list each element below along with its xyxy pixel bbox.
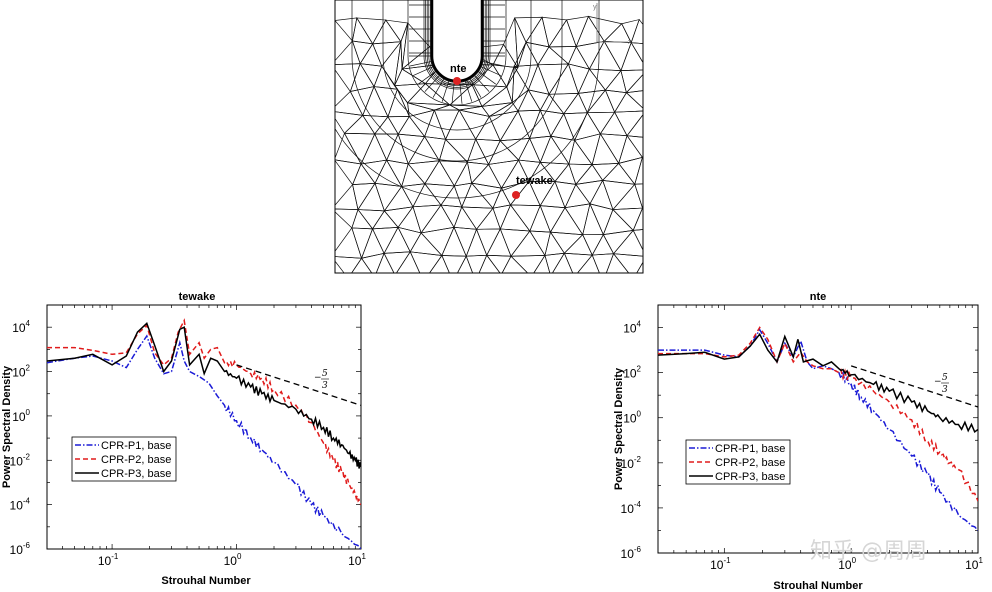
probe-point-tewake — [512, 191, 520, 199]
legend-label-p2: CPR-P2, base — [715, 457, 785, 469]
chart-title: tewake — [179, 291, 216, 303]
mesh-edge — [423, 0, 491, 90]
y-tick-label: 104 — [623, 320, 641, 336]
y-tick-label: 10-6 — [10, 541, 31, 557]
svg-text:−: − — [314, 373, 322, 383]
svg-text:−: − — [934, 377, 942, 387]
x-tick-label: 100 — [224, 552, 242, 568]
legend-label-p1: CPR-P1, base — [715, 443, 785, 455]
chart-title: nte — [810, 291, 827, 303]
y-tick-label: 102 — [623, 365, 641, 381]
x-axis-label: Strouhal Number — [773, 580, 863, 592]
y-tick-label: 102 — [12, 364, 30, 380]
plot-frame — [46, 304, 362, 550]
y-tick-label: 10-4 — [10, 497, 31, 513]
legend-label-p2: CPR-P2, base — [101, 454, 171, 466]
legend-label-p3: CPR-P3, base — [101, 468, 171, 480]
legend: CPR-P1, base CPR-P2, base CPR-P3, base — [685, 439, 791, 485]
mesh-edge — [441, 79, 450, 102]
y-tick-label: 10-4 — [621, 500, 642, 516]
triad-y-label: y — [593, 4, 597, 11]
mesh-edge — [432, 77, 445, 98]
legend-label-p3: CPR-P3, base — [715, 471, 785, 483]
mesh-frame — [334, 0, 644, 274]
y-tick-label: 100 — [12, 408, 30, 424]
series-line-1 — [47, 334, 361, 549]
mesh-edge — [625, 73, 643, 94]
mesh-grid — [335, 0, 643, 273]
mesh-edge — [407, 0, 507, 106]
series-group — [47, 318, 362, 549]
series-line-2 — [47, 318, 361, 506]
y-tick-label: 100 — [623, 410, 641, 426]
slope-denominator: 3 — [322, 381, 328, 391]
mesh-edge — [424, 74, 441, 92]
y-axis-label: Power Spectral Density — [613, 367, 625, 490]
probe-label-nte: nte — [450, 63, 467, 75]
x-tick-label: 101 — [348, 552, 366, 568]
mesh-edge — [481, 60, 505, 67]
x-tick-label: 10-1 — [710, 556, 731, 572]
y-axis-label: Power Spectral Density — [1, 365, 13, 488]
axis-ticks — [46, 304, 362, 550]
slope-numerator: 5 — [322, 369, 328, 379]
series-line-2 — [658, 326, 978, 502]
slope-annotation: − 5 3 — [314, 369, 329, 391]
plot-frame — [657, 304, 979, 554]
y-tick-label: 10-6 — [621, 545, 642, 561]
mesh-edge — [636, 261, 643, 273]
reference-slope-line — [850, 365, 979, 408]
x-axis-label: Strouhal Number — [161, 575, 251, 587]
series-line-3 — [658, 332, 978, 434]
mesh-edge — [413, 65, 435, 76]
reference-slope-line — [236, 364, 362, 406]
probe-point-nte — [453, 77, 461, 85]
slope-annotation: − 5 3 — [934, 373, 949, 395]
triad-x-label: x — [628, 39, 632, 46]
mesh-edge — [479, 65, 501, 76]
mesh-edge — [464, 79, 473, 102]
x-tick-label: 101 — [965, 556, 983, 572]
mesh-edge — [451, 80, 455, 104]
series-line-3 — [47, 321, 361, 469]
mesh-panel: y x nte tewake — [334, 0, 644, 274]
slope-denominator: 3 — [942, 385, 948, 395]
watermark: 知乎 @周周 — [810, 539, 927, 564]
probe-label-tewake: tewake — [516, 175, 553, 187]
mesh-edge — [477, 70, 497, 85]
x-tick-label: 10-1 — [98, 552, 119, 568]
legend-label-p1: CPR-P1, base — [101, 440, 171, 452]
mesh-edge — [630, 18, 643, 44]
y-tick-label: 104 — [12, 319, 30, 335]
series-group — [658, 326, 979, 531]
mesh-edge — [351, 0, 563, 162]
series-line-1 — [658, 328, 978, 531]
slope-numerator: 5 — [942, 373, 948, 383]
mesh-edge — [409, 60, 433, 67]
legend: CPR-P1, base CPR-P2, base CPR-P3, base — [71, 436, 177, 482]
x-tick-labels: 10-1 100 101 — [98, 552, 367, 568]
mesh-edge — [417, 70, 437, 85]
mesh-edge — [469, 77, 482, 98]
mesh-edge — [473, 74, 490, 92]
axis-ticks — [657, 304, 979, 554]
axis-triad: y x — [593, 3, 632, 46]
